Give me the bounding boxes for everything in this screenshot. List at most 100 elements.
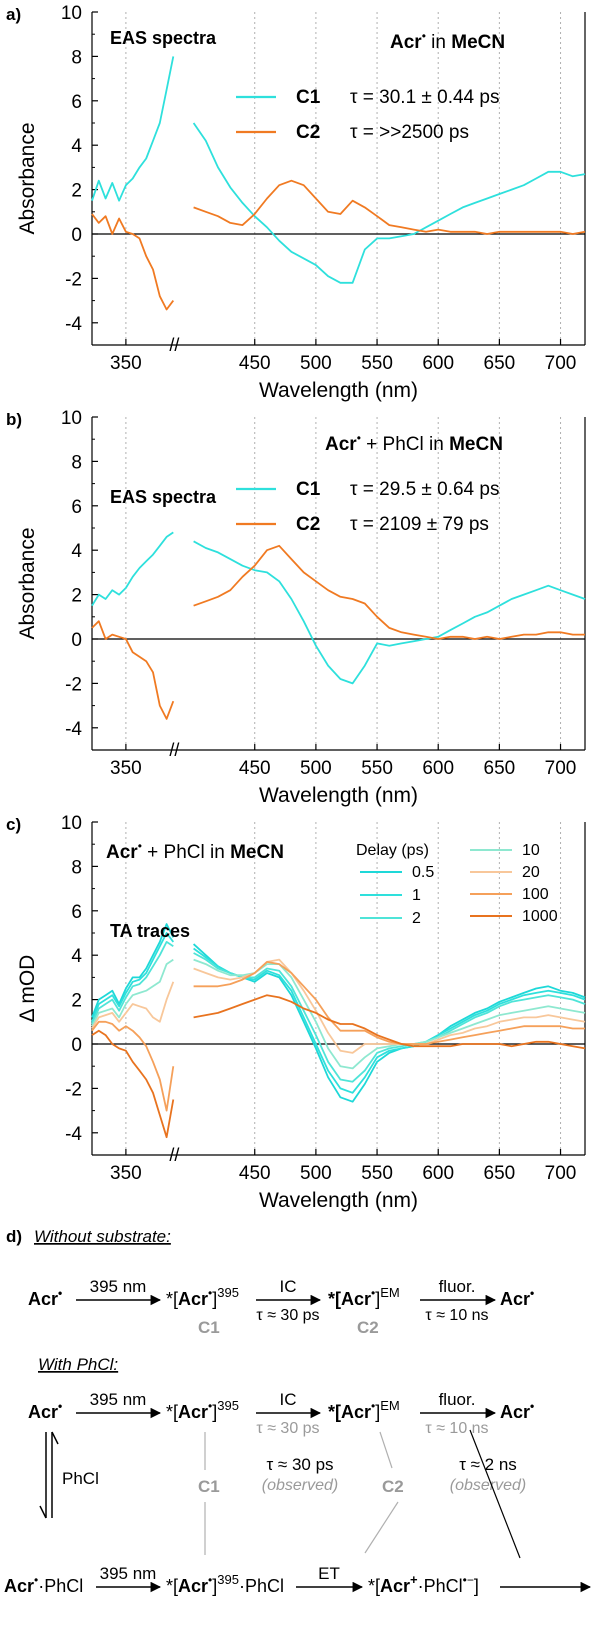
y-axis-title: Absorbance <box>16 122 39 234</box>
species-annotation: Acr• + PhCl in MeCN <box>325 431 503 455</box>
with-phcl-title: With PhCl: <box>38 1355 118 1374</box>
axis-break: // <box>169 335 179 355</box>
x-tick-label: 500 <box>300 758 332 779</box>
y-tick-label: 8 <box>71 47 82 68</box>
y-axis-title: Absorbance <box>16 527 39 639</box>
x-tick-label: 650 <box>484 758 516 779</box>
x-tick-label: 350 <box>110 1163 142 1184</box>
x-tick-label: 500 <box>300 353 332 374</box>
plot-group-a: -4 -2 0 2 4 6 8 10 350 450 500 550 600 650 700 // Wavele… <box>16 3 586 402</box>
acr-end-2: Acr• <box>500 1399 534 1422</box>
equilibrium-arrows: PhCl <box>39 1431 99 1519</box>
without-substrate-title: Without substrate: <box>34 1227 171 1246</box>
x-tick-label: 550 <box>361 353 393 374</box>
y-tick-label: 6 <box>71 92 82 113</box>
y-tick-label: 4 <box>71 541 82 562</box>
acr-start-2: Acr• <box>28 1399 62 1422</box>
series-line-c1 <box>91 56 586 284</box>
x-tick-label: 650 <box>484 353 516 374</box>
panel-label-d: d) <box>6 1227 22 1246</box>
legend-title: Delay (ps) <box>356 842 429 859</box>
fluor-label-2: fluor. <box>439 1390 476 1409</box>
plot-group-b: -4 -2 0 2 4 6 8 10 350 450 500 550 600 650 700 // Wavele… <box>16 408 586 807</box>
legend-label-10: 10 <box>522 842 540 859</box>
x-tick-label: 600 <box>422 758 454 779</box>
y-tick-label: -2 <box>65 674 82 695</box>
excite-label-1: 395 nm <box>90 1277 147 1296</box>
et-label: ET <box>318 1564 340 1583</box>
series-line-2 <box>91 941 586 1083</box>
y-tick-label: 2 <box>71 586 82 607</box>
acr-start-1: Acr• <box>28 1286 62 1309</box>
phcl-equilibrium-label: PhCl <box>62 1469 99 1488</box>
excite-label-3: 395 nm <box>100 1564 157 1583</box>
legend-label-c1: C1 <box>296 479 321 500</box>
y-tick-label: 2 <box>71 991 82 1012</box>
x-tick-label: 700 <box>545 353 577 374</box>
excite-label-2: 395 nm <box>90 1390 147 1409</box>
x-tick-label: 350 <box>110 353 142 374</box>
x-tick-label: 500 <box>300 1163 332 1184</box>
observed-2: (observed) <box>450 1477 526 1494</box>
x-tick-label: 450 <box>239 1163 271 1184</box>
x-tick-label: 450 <box>239 353 271 374</box>
x-tick-label: 600 <box>422 353 454 374</box>
excited395-2: *[Acr•]395 <box>166 1398 239 1422</box>
x-tick-label: 350 <box>110 758 142 779</box>
chart-panel-a: a) -4 -2 0 2 4 6 8 10 350 450 500 550 600 650 700 // Wav… <box>6 3 586 402</box>
panel-label-c: c) <box>6 815 21 834</box>
axis-break: // <box>169 740 179 760</box>
y-axis-title: Δ mOD <box>16 955 39 1023</box>
ic-tau-2: τ ≈ 30 ps <box>256 1420 319 1437</box>
ic-label-1: IC <box>280 1277 297 1296</box>
acr-end-1: Acr• <box>500 1286 534 1309</box>
tau-obs-30: τ ≈ 30 ps <box>266 1455 333 1474</box>
c1-label-1: C1 <box>198 1318 220 1337</box>
legend-label-1000: 1000 <box>522 908 558 925</box>
c2-label-1: C2 <box>357 1318 379 1337</box>
y-tick-label: 0 <box>71 1035 82 1056</box>
x-axis-title: Wavelength (nm) <box>259 379 418 402</box>
series-line-1000 <box>91 994 586 1139</box>
y-tick-label: -4 <box>65 719 82 740</box>
y-tick-label: -2 <box>65 269 82 290</box>
y-tick-label: 4 <box>71 946 82 967</box>
chart-panel-b: b) -4 -2 0 2 4 6 8 10 350 450 500 550 600 650 700 // Wav… <box>6 408 586 807</box>
y-tick-label: 10 <box>61 408 82 429</box>
legend-label-2: 2 <box>412 910 421 927</box>
fluor-label-1: fluor. <box>439 1277 476 1296</box>
legend-tau-c2: τ = 2109 ± 79 ps <box>350 514 489 535</box>
excited395-1: *[Acr•]395 <box>166 1285 239 1309</box>
legend-label-c2: C2 <box>296 122 320 143</box>
species-annotation: Acr• + PhCl in MeCN <box>106 839 284 863</box>
legend-label-1: 1 <box>412 887 421 904</box>
plot-group-c: -4 -2 0 2 4 6 8 10 350 450 500 550 600 650 700 // Wavele… <box>16 813 586 1212</box>
y-tick-label: 4 <box>71 136 82 157</box>
y-tick-label: 0 <box>71 225 82 246</box>
chart-title: TA traces <box>110 921 190 941</box>
series-line-20 <box>91 958 586 1054</box>
x-axis-title: Wavelength (nm) <box>259 1189 418 1212</box>
charge-separated-state: *[Acr+·PhCl•−] <box>368 1572 479 1596</box>
c1-label-2: C1 <box>198 1477 220 1496</box>
scheme-row-3: Acr•·PhCl 395 nm *[Acr•]395·PhCl ET *[Ac… <box>4 1564 592 1596</box>
series-line-0.5 <box>91 923 586 1103</box>
y-tick-label: 2 <box>71 181 82 202</box>
species-annotation: Acr• in MeCN <box>390 29 505 53</box>
panel-label-b: b) <box>6 410 22 429</box>
y-tick-label: 8 <box>71 857 82 878</box>
series-line-100 <box>91 961 585 1112</box>
y-tick-label: -4 <box>65 1124 82 1145</box>
x-tick-label: 550 <box>361 758 393 779</box>
fluor-tau-2: τ ≈ 10 ns <box>425 1420 488 1437</box>
y-tick-label: 10 <box>61 813 82 834</box>
panel-label-a: a) <box>6 5 21 24</box>
y-tick-label: 6 <box>71 902 82 923</box>
ic-tau-1: τ ≈ 30 ps <box>256 1307 319 1324</box>
legend-tau-c1: τ = 30.1 ± 0.44 ps <box>350 87 499 108</box>
y-tick-label: -2 <box>65 1079 82 1100</box>
legend-tau-c2: τ = >>2500 ps <box>350 122 469 143</box>
y-tick-label: 6 <box>71 497 82 518</box>
legend-tau-c1: τ = 29.5 ± 0.64 ps <box>350 479 499 500</box>
x-tick-label: 450 <box>239 758 271 779</box>
